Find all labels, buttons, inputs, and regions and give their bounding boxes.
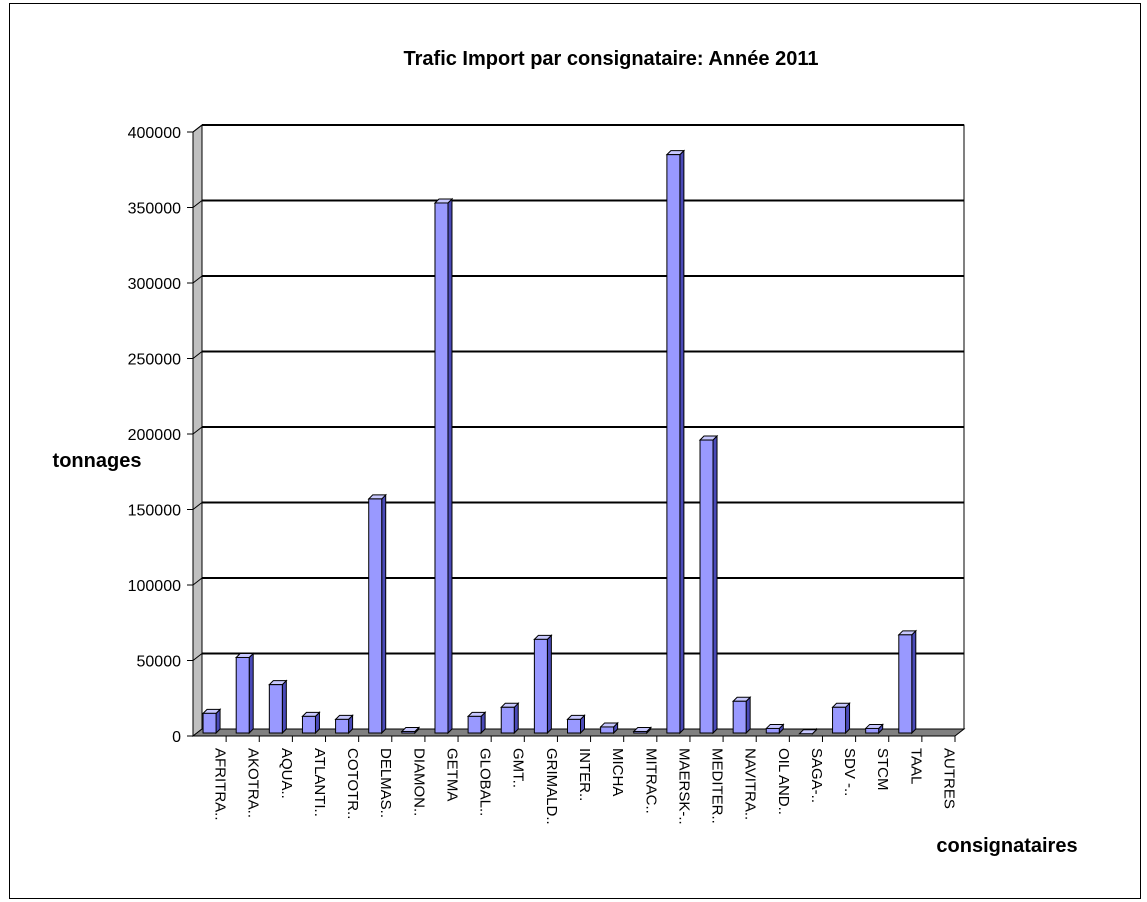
x-tick-label: MAERSK-..: [675, 748, 692, 825]
bar-side: [248, 652, 254, 735]
bar: [600, 726, 615, 734]
x-tick-label: AKOTRA..: [245, 748, 262, 818]
x-tick-label: GETMA: [443, 748, 460, 801]
bar: [765, 727, 780, 734]
bar: [301, 715, 316, 734]
y-tick-label: 300000: [128, 276, 181, 293]
y-tick-label: 150000: [128, 503, 181, 520]
bar-top: [798, 729, 818, 735]
x-tick-label: MEDITER..: [709, 748, 726, 824]
bar: [666, 154, 681, 734]
gridline-depth: [192, 577, 203, 586]
x-tick-label: DELMAS..: [377, 748, 394, 818]
bar: [732, 700, 747, 734]
bar-side: [281, 679, 287, 735]
x-tick-label: SDV -..: [841, 748, 858, 796]
bar: [268, 684, 283, 734]
bar: [368, 498, 383, 734]
gridline-depth: [192, 275, 203, 284]
bar: [699, 439, 714, 734]
bar-side: [513, 702, 519, 735]
bar: [235, 656, 250, 734]
y-tick-label: 350000: [128, 201, 181, 218]
bar: [898, 634, 913, 734]
x-tick-label: AUTRES: [940, 748, 957, 809]
bar: [500, 706, 515, 734]
y-tick-label: 50000: [137, 654, 182, 671]
gridline-depth: [192, 426, 203, 435]
gridline-depth: [192, 124, 203, 133]
bar: [832, 706, 847, 734]
y-tick-label: 400000: [128, 125, 181, 142]
bar: [467, 715, 482, 734]
bar-side: [845, 702, 851, 735]
bar: [434, 202, 449, 734]
x-tick-label: GRIMALD..: [543, 748, 560, 825]
x-tick-label: TAAL: [907, 748, 924, 784]
bar-side: [447, 197, 453, 735]
x-tick-label: INTER..: [576, 748, 593, 801]
bar: [335, 718, 350, 734]
y-tick-label: 200000: [128, 427, 181, 444]
bar: [401, 730, 416, 734]
x-tick-label: SAGA-..: [808, 748, 825, 803]
x-tick-label: COTOTR..: [344, 748, 361, 819]
bar: [633, 730, 648, 734]
x-tick-label: GLOBAL..: [477, 748, 494, 816]
x-tick-label: MICHA: [609, 748, 626, 796]
y-tick-label: 250000: [128, 352, 181, 369]
y-tick-label: 100000: [128, 578, 181, 595]
gridline-depth: [192, 502, 203, 510]
gridline-depth: [192, 351, 203, 359]
bar-side: [381, 493, 387, 735]
bar-side: [745, 696, 751, 735]
bar: [567, 718, 581, 734]
x-axis-label: consignataires: [936, 835, 1077, 857]
gridline-depth: [192, 200, 203, 208]
x-tick-label: DIAMON..: [410, 748, 427, 816]
y-axis-label: tonnages: [53, 450, 142, 472]
x-tick-label: MITRAC..: [642, 748, 659, 814]
bar-side: [546, 634, 552, 735]
bar-side: [911, 629, 917, 735]
bar: [533, 638, 548, 734]
x-tick-label: AFRITRA..: [212, 748, 229, 821]
x-tick-label: ATLANTI..: [311, 748, 328, 817]
chart-title: Trafic Import par consignataire: Année 2…: [404, 48, 819, 70]
x-tick-label: NAVITRA..: [742, 748, 759, 820]
gridline-depth: [192, 653, 203, 661]
x-tick-label: GMT..: [510, 748, 527, 788]
x-tick-label: STCM: [874, 748, 891, 791]
y-tick-label: 0: [172, 729, 181, 746]
x-tick-label: AQUA..: [278, 748, 295, 799]
bar: [202, 712, 217, 734]
bar-side: [712, 434, 718, 735]
bar-side: [679, 149, 685, 735]
bar: [865, 727, 880, 734]
x-tick-label: OIL AND..: [775, 748, 792, 815]
